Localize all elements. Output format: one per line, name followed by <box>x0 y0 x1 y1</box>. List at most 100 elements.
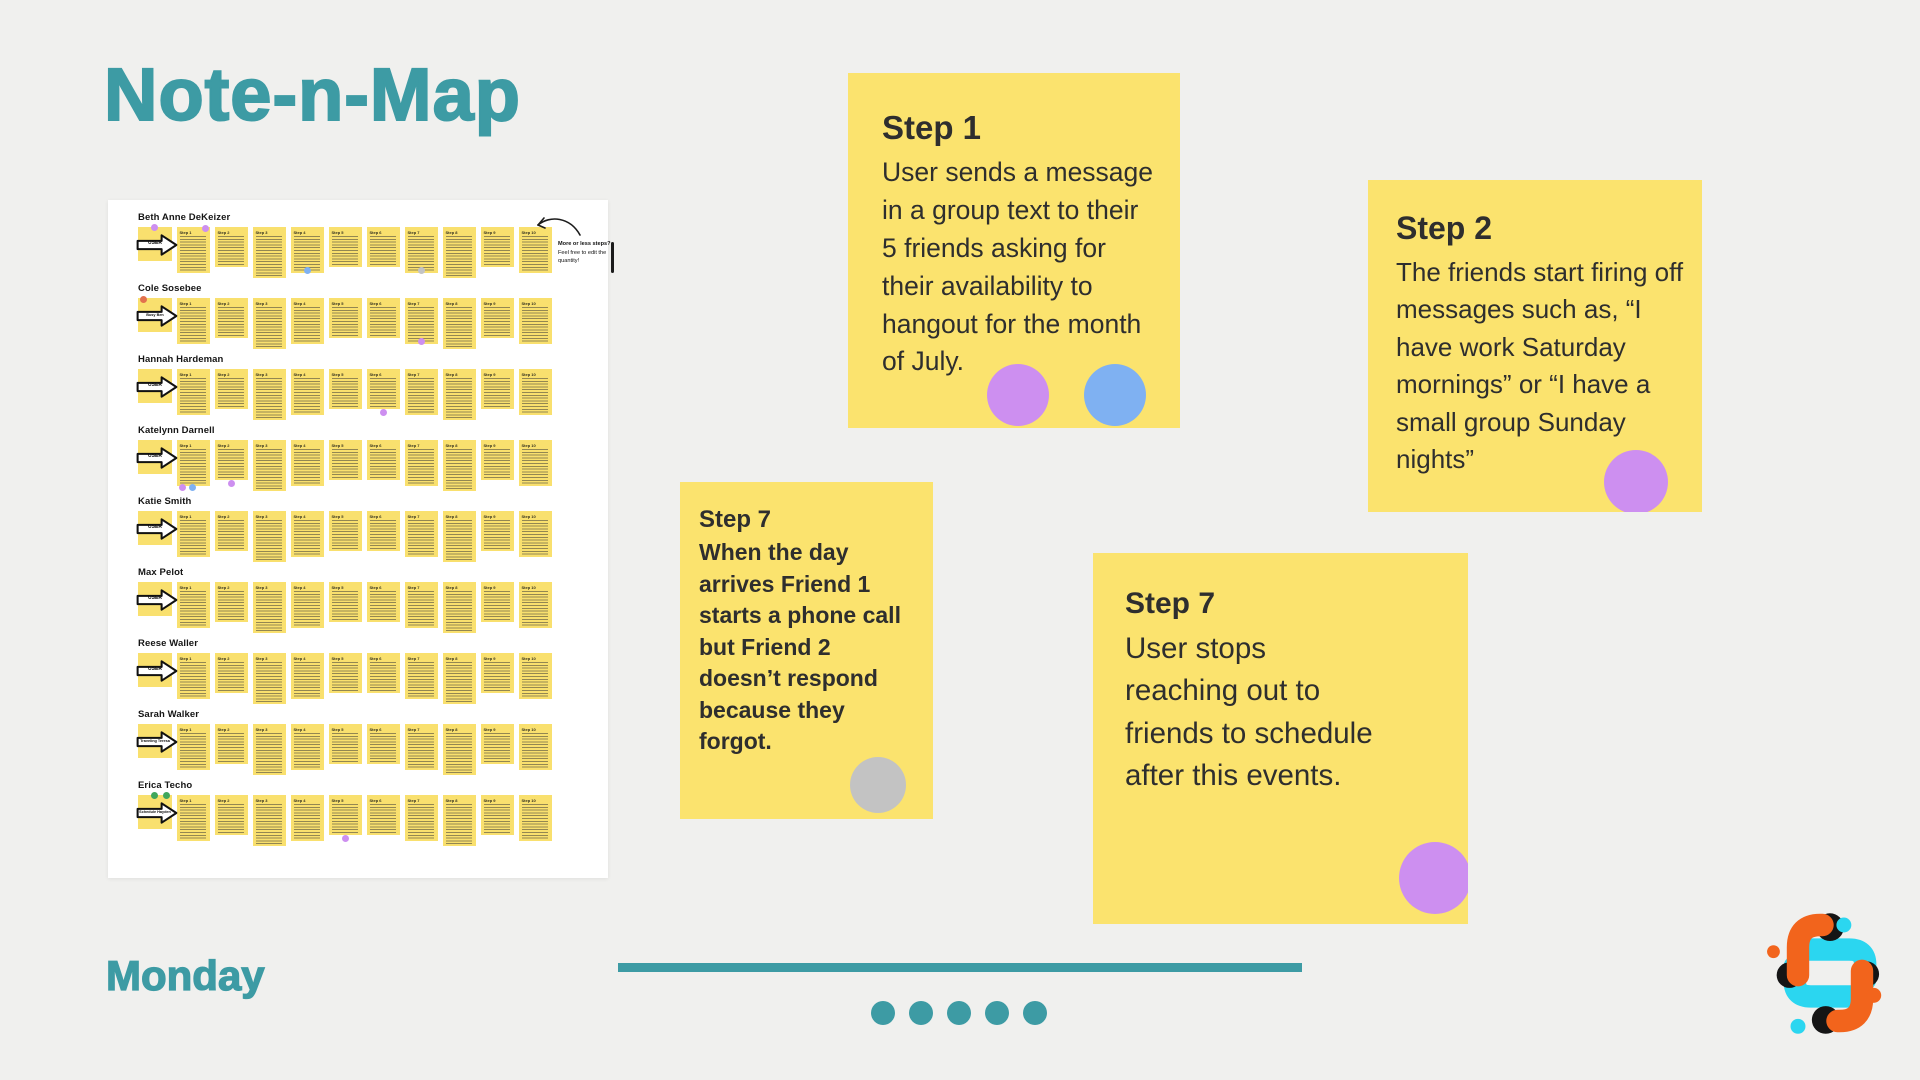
mini-note-title: Step 1 <box>179 229 192 235</box>
mini-note-title: Step 1 <box>179 442 192 448</box>
mini-sticky-note: Step 2 <box>215 227 248 267</box>
mini-sticky-note: Step 3 <box>253 724 286 775</box>
mini-note-text-lines <box>483 449 510 478</box>
persona-arrow-label: Busy Ben <box>146 312 164 317</box>
persona-start-square: USER <box>136 511 178 545</box>
mini-note-title: Step 10 <box>521 655 536 661</box>
mini-note-text-lines <box>521 378 548 413</box>
persona-name: Max Pelot <box>138 567 184 578</box>
mini-note-title: Step 4 <box>293 797 306 803</box>
user-arrow-icon <box>136 731 178 753</box>
mini-note-title: Step 2 <box>217 229 230 235</box>
mini-sticky-note: Step 10 <box>519 369 552 415</box>
mini-note-title: Step 4 <box>293 513 306 519</box>
journey-row: Katelynn Darnell USER Step 1 Step 2 Step 3 St… <box>136 425 608 496</box>
mini-sticky-note: Step 3 <box>253 511 286 562</box>
mini-note-text-lines <box>331 236 358 265</box>
mini-sticky-note: Step 4 <box>291 298 324 344</box>
mini-note-text-lines <box>521 307 548 342</box>
mini-sticky-note: Step 3 <box>253 298 286 349</box>
mini-note-text-lines <box>331 804 358 833</box>
mini-note-title: Step 8 <box>445 229 458 235</box>
persona-arrow-label: USER <box>148 524 162 531</box>
mini-sticky-note: Step 5 <box>329 369 362 409</box>
mini-note-title: Step 1 <box>179 655 192 661</box>
divider-line <box>618 963 1302 972</box>
mini-note-text-lines <box>217 378 244 407</box>
mini-sticky-note: Step 9 <box>481 298 514 338</box>
mini-note-text-lines <box>331 591 358 620</box>
mini-note-text-lines <box>483 733 510 762</box>
mini-note-text-lines <box>483 236 510 265</box>
mini-note-text-lines <box>369 378 396 407</box>
mini-note-text-lines <box>217 591 244 620</box>
curved-arrow-icon <box>537 217 581 236</box>
mini-note-title: Step 6 <box>369 797 382 803</box>
mini-sticky-note: Step 9 <box>481 724 514 764</box>
mini-note-text-lines <box>369 591 396 620</box>
mini-sticky-note: Step 3 <box>253 795 286 846</box>
mini-sticky-note: Step 1 <box>177 795 210 841</box>
mini-note-title: Step 6 <box>369 300 382 306</box>
mini-sticky-note: Step 4 <box>291 440 324 486</box>
mini-note-title: Step 7 <box>407 442 420 448</box>
mini-note-text-lines <box>179 804 206 839</box>
mini-sticky-note: Step 10 <box>519 511 552 557</box>
mini-sticky-note: Step 4 <box>291 227 324 273</box>
mini-note-title: Step 3 <box>255 371 268 377</box>
persona-name: Reese Waller <box>138 638 198 649</box>
mini-sticky-note: Step 2 <box>215 511 248 551</box>
progress-dot <box>1023 1001 1047 1025</box>
mini-note-text-lines <box>445 520 472 560</box>
mini-note-text-lines <box>255 520 282 560</box>
mini-note-text-lines <box>369 520 396 549</box>
mini-note-text-lines <box>293 378 320 413</box>
mini-sticky-note: Step 5 <box>329 440 362 480</box>
mini-sticky-note: Step 4 <box>291 795 324 841</box>
mini-sticky-note: Step 3 <box>253 227 286 278</box>
mini-note-text-lines <box>331 733 358 762</box>
sticky-note-step-7-right: Step 7 User stops reaching out to friend… <box>1093 553 1468 924</box>
mini-note-title: Step 8 <box>445 797 458 803</box>
sticky-note-step-1: Step 1 User sends a message in a group t… <box>848 73 1180 428</box>
mini-note-text-lines <box>217 804 244 833</box>
mini-sticky-note: Step 8 <box>443 795 476 846</box>
mini-note-text-lines <box>179 733 206 768</box>
mini-note-text-lines <box>483 520 510 549</box>
mini-note-title: Step 3 <box>255 513 268 519</box>
mini-note-title: Step 9 <box>483 513 496 519</box>
sticker-dot <box>163 792 170 799</box>
mini-note-title: Step 2 <box>217 726 230 732</box>
journey-row: Erica Techo Schedule Hayden Step 1 Step 2 St… <box>136 780 608 851</box>
persona-name: Hannah Hardeman <box>138 354 224 365</box>
mini-note-title: Step 8 <box>445 655 458 661</box>
mini-sticky-note: Step 1 <box>177 369 210 415</box>
mini-sticky-note: Step 1 <box>177 653 210 699</box>
mini-note-title: Step 10 <box>521 442 536 448</box>
mini-note-text-lines <box>331 449 358 478</box>
note-body: The friends start firing off messages su… <box>1396 257 1684 475</box>
mini-note-text-lines <box>293 307 320 342</box>
mini-sticky-note: Step 1 <box>177 440 210 486</box>
mini-sticky-note: Step 5 <box>329 511 362 551</box>
mini-note-title: Step 10 <box>521 371 536 377</box>
mini-sticky-note: Step 4 <box>291 369 324 415</box>
mini-note-text-lines <box>483 591 510 620</box>
mini-note-title: Step 4 <box>293 584 306 590</box>
mini-sticky-note: Step 8 <box>443 440 476 491</box>
mini-sticky-note: Step 7 <box>405 227 438 273</box>
sticker-dot <box>342 835 349 842</box>
mini-note-text-lines <box>179 236 206 271</box>
note-body: User stops reaching out to friends to sc… <box>1125 632 1373 793</box>
mini-sticky-note: Step 5 <box>329 724 362 764</box>
mini-note-text-lines <box>331 520 358 549</box>
mini-sticky-note: Step 6 <box>367 724 400 764</box>
mini-note-title: Step 3 <box>255 229 268 235</box>
note-title: Step 7 <box>699 506 772 533</box>
mini-sticky-note: Step 8 <box>443 653 476 704</box>
progress-dot <box>985 1001 1009 1025</box>
mini-sticky-note: Step 3 <box>253 440 286 491</box>
mini-note-text-lines <box>179 449 206 484</box>
mini-note-title: Step 9 <box>483 229 496 235</box>
mini-note-title: Step 4 <box>293 726 306 732</box>
